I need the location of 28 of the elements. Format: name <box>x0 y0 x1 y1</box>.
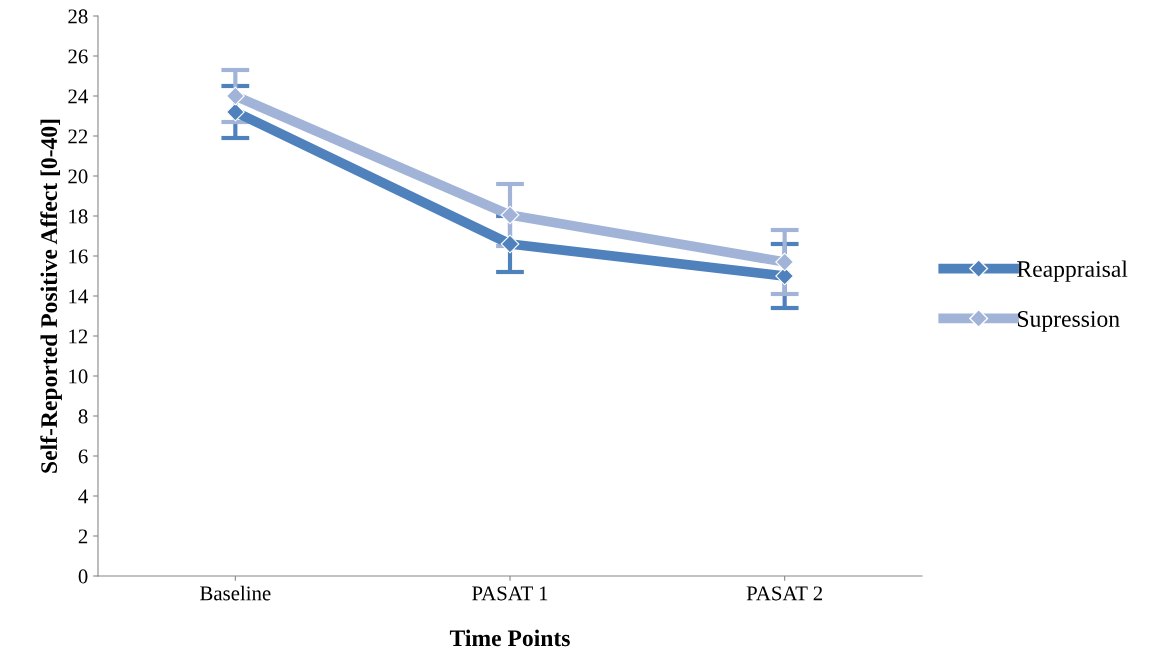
point <box>775 266 795 286</box>
y-tick-label: 6 <box>78 449 88 464</box>
y-tick-label: 10 <box>69 369 88 384</box>
point <box>500 205 520 225</box>
y-tick-label: 20 <box>68 169 88 184</box>
point <box>225 86 245 106</box>
y-tick-label: 0 <box>78 569 88 584</box>
y-tick-label: 28 <box>68 9 88 24</box>
y-tick-label: 4 <box>78 489 88 504</box>
legend-label: Reappraisal <box>1017 260 1128 282</box>
y-tick-label: 24 <box>68 89 88 104</box>
x-tick-label: PASAT 2 <box>746 586 823 601</box>
y-tick-label: 16 <box>69 249 88 264</box>
x-axis-title: Time Points <box>449 629 570 647</box>
x-tick-label: Baseline <box>200 585 271 601</box>
legend-label: Supression <box>1018 311 1120 332</box>
point <box>500 234 520 254</box>
y-tick-label: 18 <box>69 209 88 224</box>
point <box>775 252 795 272</box>
y-tick-label: 26 <box>68 49 88 64</box>
x-tick-label: PASAT 1 <box>472 586 548 601</box>
y-tick-label: 14 <box>69 289 88 304</box>
y-tick-label: 8 <box>78 409 88 424</box>
point <box>225 102 245 122</box>
y-tick-label: 22 <box>68 129 88 144</box>
y-tick-label: 12 <box>69 329 88 344</box>
y-axis-title: Self-Reported Positive Affect [0-40] <box>40 119 62 473</box>
y-tick-label: 2 <box>78 529 88 544</box>
